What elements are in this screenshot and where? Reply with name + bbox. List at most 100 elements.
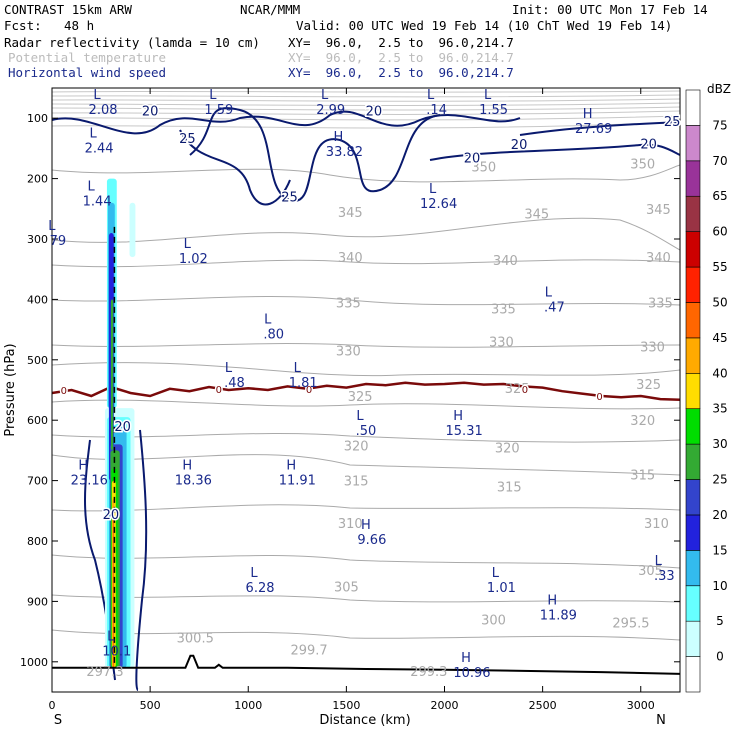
- colorbar-level: 0: [716, 650, 724, 664]
- wind-label: 20: [640, 138, 657, 153]
- org-label: NCAR/MMM: [240, 2, 301, 17]
- colorbar-level: 55: [712, 260, 727, 274]
- y-tick-label: 1000: [20, 656, 48, 669]
- theta-label: 300: [481, 614, 506, 629]
- x-tick-label: 0: [49, 699, 56, 712]
- wind-label: 25: [664, 115, 681, 130]
- reflectivity-cell: [112, 516, 114, 668]
- theta-label: 340: [646, 251, 671, 266]
- plot-frame: [51, 87, 681, 693]
- theta-label: 320: [495, 441, 520, 456]
- colorbar-level: 40: [712, 366, 727, 380]
- extremum-type: H: [547, 593, 557, 608]
- colorbar-swatch: [685, 231, 701, 268]
- theta-label: 305: [334, 580, 359, 595]
- zero-line-label: 0: [61, 386, 67, 397]
- field-reflectivity-xy: XY= 96.0, 2.5 to 96.0,214.7: [288, 35, 514, 50]
- extremum-value: 2.99: [316, 103, 345, 118]
- field-wind-name: Horizontal wind speed: [8, 65, 167, 80]
- colorbar-swatch: [685, 125, 701, 162]
- extremum-type: L: [294, 361, 302, 376]
- theta-label: 299.7: [290, 644, 327, 659]
- extremum-value: 1.01: [487, 581, 516, 596]
- wind-label: 20: [114, 420, 131, 435]
- wind-label: 20: [103, 508, 120, 523]
- extremum-type: H: [334, 130, 344, 145]
- extremum-type: H: [461, 651, 471, 666]
- extremum-type: H: [361, 518, 371, 533]
- theta-isolines: [52, 164, 680, 641]
- axes: 0 500 1000 1500 2000 2500 30001002003004005006…: [20, 88, 680, 712]
- y-tick-label: 200: [27, 173, 48, 186]
- field-theta-xy: XY= 96.0, 2.5 to 96.0,214.7: [288, 50, 514, 65]
- theta-label: 335: [336, 296, 361, 311]
- forecast-label: Fcst:: [4, 18, 42, 33]
- wind-label: 20: [464, 151, 481, 166]
- colorbar-level: 75: [712, 118, 727, 132]
- colorbar-level: 10: [712, 579, 727, 593]
- stratosphere-isentropes: [52, 90, 680, 129]
- y-tick-label: 100: [27, 112, 48, 125]
- extremum-type: L: [545, 285, 553, 300]
- theta-label: 330: [489, 336, 514, 351]
- y-tick-label: 500: [27, 354, 48, 367]
- wind-label: 20: [142, 104, 159, 119]
- colorbar-level: 15: [712, 543, 727, 557]
- extremum-value: 2.44: [85, 142, 114, 157]
- extremum-value: 1.44: [83, 195, 112, 210]
- colorbar-swatch: [685, 585, 701, 622]
- colorbar-level: 70: [712, 154, 727, 168]
- extremum-type: L: [484, 88, 492, 103]
- theta-label: 340: [493, 254, 518, 269]
- extremum-value: .47: [544, 300, 565, 315]
- colorbar-level: 65: [712, 189, 727, 203]
- colorbar-level: 5: [716, 614, 724, 628]
- theta-label: 345: [524, 208, 549, 223]
- extremum-type: L: [250, 566, 258, 581]
- y-tick-label: 900: [27, 595, 48, 608]
- extremum-value: 6.28: [246, 581, 275, 596]
- colorbar-swatch: [685, 160, 701, 197]
- model-title: CONTRAST 15km ARW: [4, 2, 132, 17]
- extremum-value: 23.16: [71, 474, 108, 489]
- zero-contour-line: [51, 381, 681, 401]
- zero-line-label: 0: [522, 385, 528, 396]
- x-tick-label: 1000: [234, 699, 262, 712]
- y-tick-label: 400: [27, 293, 48, 306]
- wind-label: 20: [366, 104, 383, 119]
- extremum-value: 1.55: [479, 103, 508, 118]
- theta-label: 315: [630, 469, 655, 484]
- y-axis-title: Pressure (hPa): [3, 343, 18, 436]
- theta-label: 330: [640, 341, 665, 356]
- contour-labels: 350 350 345 345 345 340 340 340 335 335 335 330 330 3…: [48, 88, 682, 681]
- valid-time: Valid: 00 UTC Wed 19 Feb 14 (10 ChT Wed …: [296, 18, 673, 33]
- extremum-type: H: [583, 107, 593, 122]
- zero-line-label: 0: [306, 385, 312, 396]
- forecast-hour: 48 h: [64, 18, 95, 33]
- theta-label: 297.3: [86, 665, 123, 680]
- extremum-value: 11.89: [540, 608, 577, 623]
- theta-label: 325: [505, 382, 530, 397]
- extremum-value: .33: [654, 569, 675, 584]
- wind-label: 25: [281, 191, 298, 206]
- extremum-value: 9.66: [357, 533, 386, 548]
- colorbar-swatch: [685, 479, 701, 516]
- wind-label: 20: [511, 138, 528, 153]
- extremum-value: .14: [426, 103, 447, 118]
- colorbar-level: 35: [712, 402, 727, 416]
- extremum-value: 11.91: [279, 474, 316, 489]
- theta-label: 315: [344, 475, 369, 490]
- theta-label: 335: [491, 302, 516, 317]
- colorbar-swatch: [685, 656, 701, 693]
- extremum-value: 1.02: [179, 252, 208, 267]
- theta-label: 350: [471, 161, 496, 176]
- theta-label: 295.5: [612, 617, 649, 632]
- theta-label: 325: [348, 390, 373, 405]
- colorbar-swatch: [685, 195, 701, 232]
- reflectivity-columns: [104, 178, 136, 668]
- x-axis-north-label: N: [656, 713, 666, 728]
- extremum-value: 33.82: [326, 145, 363, 160]
- x-tick-label: 500: [140, 699, 161, 712]
- extremum-value: 2.08: [89, 103, 118, 118]
